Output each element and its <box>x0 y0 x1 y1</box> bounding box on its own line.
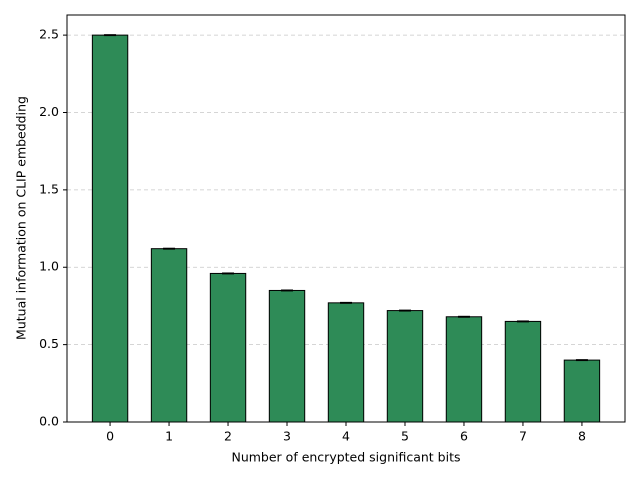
bar <box>91 34 129 423</box>
x-tick-label: 7 <box>519 429 527 444</box>
bar <box>150 248 188 423</box>
y-tick-label: 2.5 <box>39 27 59 42</box>
x-tick-label: 5 <box>401 429 409 444</box>
x-tick-label: 2 <box>224 429 232 444</box>
y-tick-label: 0.5 <box>39 336 59 351</box>
x-tick-label: 0 <box>106 429 114 444</box>
bar <box>268 289 306 423</box>
error-bar <box>575 359 588 362</box>
error-bar <box>104 34 117 37</box>
error-bar <box>340 301 352 304</box>
error-bar <box>457 315 470 318</box>
y-tick-label: 1.5 <box>39 181 59 196</box>
plot-frame <box>66 14 626 423</box>
y-axis-label: Mutual information on CLIP embedding <box>14 96 29 340</box>
y-tick-label: 0.0 <box>39 414 59 429</box>
x-tick-label: 8 <box>578 429 586 444</box>
x-axis-label: Number of encrypted significant bits <box>231 450 460 465</box>
x-tick-label: 6 <box>460 429 468 444</box>
error-bar <box>516 320 529 323</box>
y-tick-label: 1.0 <box>39 259 59 274</box>
x-tick-label: 1 <box>165 429 173 444</box>
bar <box>386 310 424 423</box>
bar <box>504 320 542 423</box>
bar <box>327 302 365 423</box>
bar <box>209 272 247 423</box>
y-tick-label: 2.0 <box>39 104 59 119</box>
error-bar <box>281 289 294 292</box>
error-bar <box>222 272 235 275</box>
bar <box>445 316 483 423</box>
x-tick-label: 4 <box>342 429 350 444</box>
error-bar <box>398 309 411 312</box>
x-tick-label: 3 <box>283 429 291 444</box>
bar <box>563 359 601 423</box>
error-bar <box>163 247 176 250</box>
